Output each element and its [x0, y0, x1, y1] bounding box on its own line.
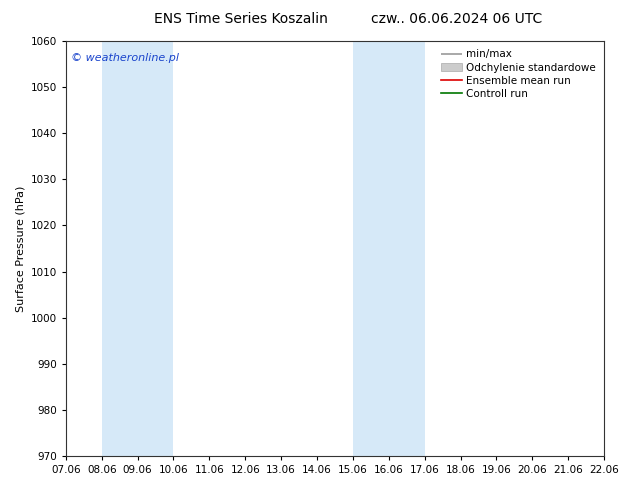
- Text: ENS Time Series Koszalin: ENS Time Series Koszalin: [154, 12, 328, 26]
- Text: czw.. 06.06.2024 06 UTC: czw.. 06.06.2024 06 UTC: [371, 12, 542, 26]
- Bar: [101, 41, 174, 456]
- Bar: [353, 41, 425, 456]
- Text: © weatheronline.pl: © weatheronline.pl: [71, 53, 179, 64]
- Legend: min/max, Odchylenie standardowe, Ensemble mean run, Controll run: min/max, Odchylenie standardowe, Ensembl…: [438, 46, 599, 102]
- Y-axis label: Surface Pressure (hPa): Surface Pressure (hPa): [15, 185, 25, 312]
- Bar: [604, 41, 622, 456]
